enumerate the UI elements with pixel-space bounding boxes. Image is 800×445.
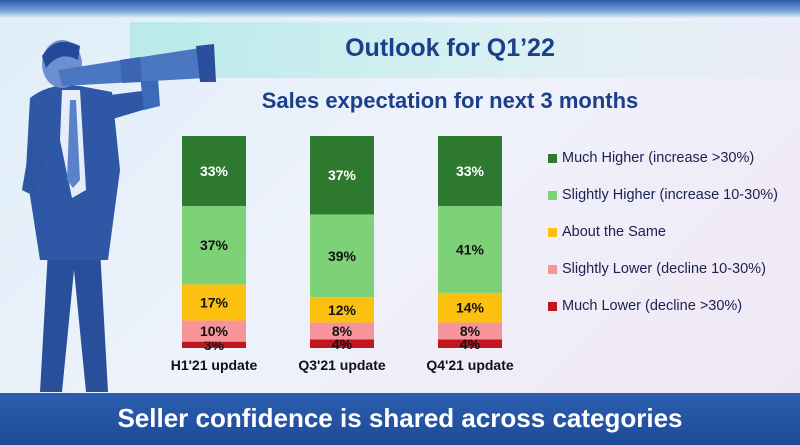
data-label: 37%	[328, 167, 357, 183]
legend-swatch	[548, 228, 557, 237]
bar-segment	[310, 214, 374, 298]
chart-title: Sales expectation for next 3 months	[261, 88, 639, 113]
businessman-telescope-icon	[22, 40, 216, 392]
data-label: 8%	[332, 323, 353, 339]
bar-segment	[182, 320, 246, 342]
legend-item: Slightly Higher (increase 10-30%)	[548, 187, 800, 205]
category-label: H1'21 update	[171, 357, 258, 373]
data-label: 33%	[456, 163, 485, 179]
legend-label: Much Lower (decline >30%)	[562, 298, 743, 314]
data-label: 33%	[200, 163, 229, 179]
legend-label: Slightly Higher (increase 10-30%)	[562, 187, 778, 203]
legend-swatch	[548, 191, 557, 200]
legend-swatch	[548, 154, 557, 163]
bar-segment	[310, 322, 374, 340]
bar-segment	[438, 292, 502, 323]
page-title: Outlook for Q1’22	[345, 34, 555, 62]
data-label: 4%	[460, 336, 481, 352]
bar-segment	[438, 136, 502, 206]
bar-segment	[182, 341, 246, 348]
data-label: 10%	[200, 323, 229, 339]
legend-item: Much Higher (increase >30%)	[548, 150, 800, 168]
legend-swatch	[548, 302, 557, 311]
bar-segment	[182, 284, 246, 321]
bar-segment	[310, 339, 374, 348]
data-label: 8%	[460, 323, 481, 339]
legend-label: About the Same	[562, 224, 666, 240]
footer-banner: Seller confidence is shared across categ…	[0, 393, 800, 445]
data-label: 14%	[456, 300, 485, 316]
bar-segment	[438, 205, 502, 293]
data-label: 41%	[456, 241, 485, 257]
legend-item: About the Same	[548, 224, 800, 242]
bar-segment	[438, 339, 502, 348]
data-label: 12%	[328, 302, 357, 318]
category-label: Q3'21 update	[298, 357, 386, 373]
legend-swatch	[548, 265, 557, 274]
top-strip	[0, 0, 800, 18]
bar-segment	[310, 136, 374, 215]
bar-segment	[310, 297, 374, 323]
data-label: 37%	[200, 237, 229, 253]
legend-item: Much Lower (decline >30%)	[548, 298, 800, 316]
chart-legend: Much Higher (increase >30%) Slightly High…	[548, 150, 800, 335]
data-label: 39%	[328, 248, 357, 264]
bar-segment	[182, 205, 246, 285]
legend-label: Slightly Lower (decline 10-30%)	[562, 261, 766, 277]
bar-segment	[438, 322, 502, 340]
legend-item: Slightly Lower (decline 10-30%)	[548, 261, 800, 279]
bar-segment	[182, 136, 246, 206]
legend-label: Much Higher (increase >30%)	[562, 150, 755, 166]
category-label: Q4'21 update	[426, 357, 514, 373]
header-band	[130, 22, 800, 78]
data-label: 4%	[332, 336, 353, 352]
data-label: 17%	[200, 294, 229, 310]
